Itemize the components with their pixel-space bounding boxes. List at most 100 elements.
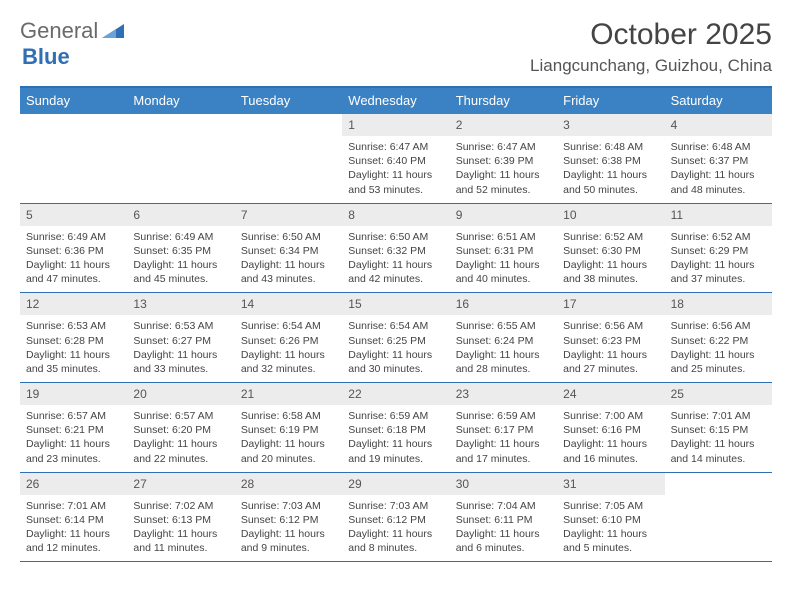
day-cell: 10Sunrise: 6:52 AMSunset: 6:30 PMDayligh… xyxy=(557,204,664,293)
day-number: 15 xyxy=(342,293,449,315)
day-cell: 7Sunrise: 6:50 AMSunset: 6:34 PMDaylight… xyxy=(235,204,342,293)
day-cell: 8Sunrise: 6:50 AMSunset: 6:32 PMDaylight… xyxy=(342,204,449,293)
day-number: 13 xyxy=(127,293,234,315)
day-header: Monday xyxy=(127,88,234,114)
day-info: Sunrise: 6:50 AMSunset: 6:34 PMDaylight:… xyxy=(235,226,342,293)
day-number: 18 xyxy=(665,293,772,315)
day-number: 6 xyxy=(127,204,234,226)
day-cell: 20Sunrise: 6:57 AMSunset: 6:20 PMDayligh… xyxy=(127,383,234,472)
day-info: Sunrise: 6:49 AMSunset: 6:35 PMDaylight:… xyxy=(127,226,234,293)
day-info: Sunrise: 6:52 AMSunset: 6:30 PMDaylight:… xyxy=(557,226,664,293)
day-cell: 26Sunrise: 7:01 AMSunset: 6:14 PMDayligh… xyxy=(20,473,127,562)
day-header: Wednesday xyxy=(342,88,449,114)
day-header-row: SundayMondayTuesdayWednesdayThursdayFrid… xyxy=(20,88,772,114)
day-header: Thursday xyxy=(450,88,557,114)
week-row: 19Sunrise: 6:57 AMSunset: 6:21 PMDayligh… xyxy=(20,383,772,473)
day-number: 30 xyxy=(450,473,557,495)
day-info: Sunrise: 7:04 AMSunset: 6:11 PMDaylight:… xyxy=(450,495,557,562)
header: General October 2025 Liangcunchang, Guiz… xyxy=(20,18,772,76)
day-number: 20 xyxy=(127,383,234,405)
day-cell: 6Sunrise: 6:49 AMSunset: 6:35 PMDaylight… xyxy=(127,204,234,293)
day-number: 26 xyxy=(20,473,127,495)
day-cell: 23Sunrise: 6:59 AMSunset: 6:17 PMDayligh… xyxy=(450,383,557,472)
day-number: 29 xyxy=(342,473,449,495)
day-info: Sunrise: 6:59 AMSunset: 6:17 PMDaylight:… xyxy=(450,405,557,472)
day-cell: 2Sunrise: 6:47 AMSunset: 6:39 PMDaylight… xyxy=(450,114,557,203)
title-block: October 2025 Liangcunchang, Guizhou, Chi… xyxy=(530,18,772,76)
day-cell: 3Sunrise: 6:48 AMSunset: 6:38 PMDaylight… xyxy=(557,114,664,203)
day-info: Sunrise: 6:50 AMSunset: 6:32 PMDaylight:… xyxy=(342,226,449,293)
empty-cell xyxy=(665,473,772,562)
day-info: Sunrise: 6:52 AMSunset: 6:29 PMDaylight:… xyxy=(665,226,772,293)
day-number: 4 xyxy=(665,114,772,136)
week-row: 12Sunrise: 6:53 AMSunset: 6:28 PMDayligh… xyxy=(20,293,772,383)
day-number: 5 xyxy=(20,204,127,226)
week-row: 5Sunrise: 6:49 AMSunset: 6:36 PMDaylight… xyxy=(20,204,772,294)
empty-cell xyxy=(127,114,234,203)
day-number: 2 xyxy=(450,114,557,136)
day-number: 3 xyxy=(557,114,664,136)
day-info: Sunrise: 6:53 AMSunset: 6:28 PMDaylight:… xyxy=(20,315,127,382)
day-info: Sunrise: 6:51 AMSunset: 6:31 PMDaylight:… xyxy=(450,226,557,293)
day-number: 22 xyxy=(342,383,449,405)
day-cell: 16Sunrise: 6:55 AMSunset: 6:24 PMDayligh… xyxy=(450,293,557,382)
day-cell: 29Sunrise: 7:03 AMSunset: 6:12 PMDayligh… xyxy=(342,473,449,562)
day-cell: 1Sunrise: 6:47 AMSunset: 6:40 PMDaylight… xyxy=(342,114,449,203)
day-cell: 22Sunrise: 6:59 AMSunset: 6:18 PMDayligh… xyxy=(342,383,449,472)
day-cell: 11Sunrise: 6:52 AMSunset: 6:29 PMDayligh… xyxy=(665,204,772,293)
day-cell: 17Sunrise: 6:56 AMSunset: 6:23 PMDayligh… xyxy=(557,293,664,382)
day-number: 31 xyxy=(557,473,664,495)
day-info: Sunrise: 6:55 AMSunset: 6:24 PMDaylight:… xyxy=(450,315,557,382)
day-cell: 4Sunrise: 6:48 AMSunset: 6:37 PMDaylight… xyxy=(665,114,772,203)
day-cell: 27Sunrise: 7:02 AMSunset: 6:13 PMDayligh… xyxy=(127,473,234,562)
day-number: 11 xyxy=(665,204,772,226)
day-header: Sunday xyxy=(20,88,127,114)
day-info: Sunrise: 7:01 AMSunset: 6:15 PMDaylight:… xyxy=(665,405,772,472)
day-info: Sunrise: 6:48 AMSunset: 6:38 PMDaylight:… xyxy=(557,136,664,203)
day-number: 23 xyxy=(450,383,557,405)
day-cell: 25Sunrise: 7:01 AMSunset: 6:15 PMDayligh… xyxy=(665,383,772,472)
day-number: 14 xyxy=(235,293,342,315)
day-cell: 30Sunrise: 7:04 AMSunset: 6:11 PMDayligh… xyxy=(450,473,557,562)
month-title: October 2025 xyxy=(530,18,772,52)
day-info: Sunrise: 6:54 AMSunset: 6:25 PMDaylight:… xyxy=(342,315,449,382)
day-info: Sunrise: 6:47 AMSunset: 6:40 PMDaylight:… xyxy=(342,136,449,203)
day-number: 1 xyxy=(342,114,449,136)
day-info: Sunrise: 6:48 AMSunset: 6:37 PMDaylight:… xyxy=(665,136,772,203)
logo-word2: Blue xyxy=(22,44,70,69)
day-number: 28 xyxy=(235,473,342,495)
empty-cell xyxy=(235,114,342,203)
day-cell: 13Sunrise: 6:53 AMSunset: 6:27 PMDayligh… xyxy=(127,293,234,382)
day-info: Sunrise: 6:49 AMSunset: 6:36 PMDaylight:… xyxy=(20,226,127,293)
day-number: 12 xyxy=(20,293,127,315)
day-cell: 14Sunrise: 6:54 AMSunset: 6:26 PMDayligh… xyxy=(235,293,342,382)
empty-cell xyxy=(20,114,127,203)
day-number: 7 xyxy=(235,204,342,226)
day-header: Saturday xyxy=(665,88,772,114)
day-cell: 31Sunrise: 7:05 AMSunset: 6:10 PMDayligh… xyxy=(557,473,664,562)
day-info: Sunrise: 7:03 AMSunset: 6:12 PMDaylight:… xyxy=(342,495,449,562)
logo-word1: General xyxy=(20,18,98,44)
day-cell: 28Sunrise: 7:03 AMSunset: 6:12 PMDayligh… xyxy=(235,473,342,562)
day-number: 19 xyxy=(20,383,127,405)
day-info: Sunrise: 6:58 AMSunset: 6:19 PMDaylight:… xyxy=(235,405,342,472)
day-info: Sunrise: 6:59 AMSunset: 6:18 PMDaylight:… xyxy=(342,405,449,472)
day-info: Sunrise: 6:54 AMSunset: 6:26 PMDaylight:… xyxy=(235,315,342,382)
day-info: Sunrise: 7:01 AMSunset: 6:14 PMDaylight:… xyxy=(20,495,127,562)
day-info: Sunrise: 6:57 AMSunset: 6:21 PMDaylight:… xyxy=(20,405,127,472)
logo-line2: Blue xyxy=(22,44,70,70)
day-cell: 21Sunrise: 6:58 AMSunset: 6:19 PMDayligh… xyxy=(235,383,342,472)
location: Liangcunchang, Guizhou, China xyxy=(530,56,772,76)
calendar: SundayMondayTuesdayWednesdayThursdayFrid… xyxy=(20,86,772,562)
day-number: 9 xyxy=(450,204,557,226)
day-number: 16 xyxy=(450,293,557,315)
day-number: 10 xyxy=(557,204,664,226)
day-header: Tuesday xyxy=(235,88,342,114)
day-number: 25 xyxy=(665,383,772,405)
day-number: 21 xyxy=(235,383,342,405)
logo: General xyxy=(20,18,126,44)
day-header: Friday xyxy=(557,88,664,114)
day-cell: 19Sunrise: 6:57 AMSunset: 6:21 PMDayligh… xyxy=(20,383,127,472)
day-number: 24 xyxy=(557,383,664,405)
day-number: 8 xyxy=(342,204,449,226)
